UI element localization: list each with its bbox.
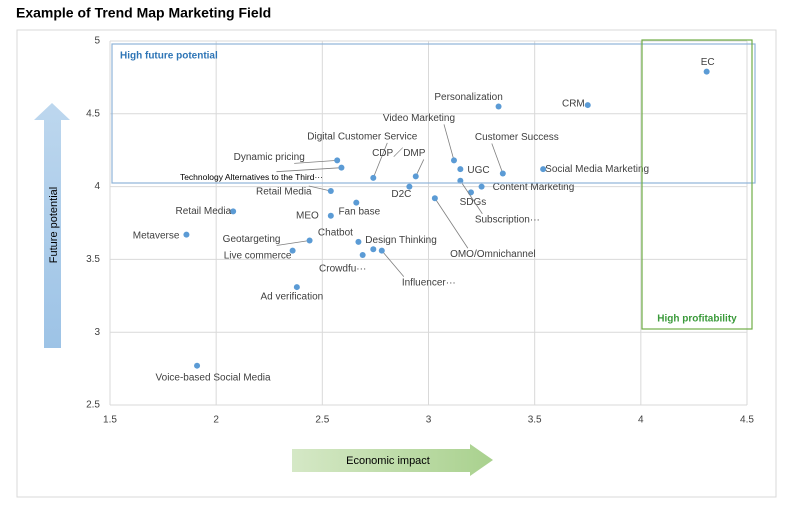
point-label: Influencer··· xyxy=(402,277,456,288)
point xyxy=(450,157,457,164)
point xyxy=(499,170,506,177)
point xyxy=(355,238,362,245)
point xyxy=(467,189,474,196)
chart-frame xyxy=(16,29,777,498)
leader-line xyxy=(443,124,455,161)
point-label: Fan base xyxy=(338,206,380,217)
point-label: Design Thinking xyxy=(365,235,437,246)
leader-line xyxy=(276,240,310,246)
point-label: Digital Customer Service xyxy=(307,132,417,143)
point xyxy=(289,247,296,254)
point-label: Geotargeting xyxy=(223,234,281,245)
point-label: SDGs xyxy=(460,197,487,208)
point-label: Ad verification xyxy=(260,292,323,303)
y-tick-label: 4 xyxy=(94,181,100,192)
point xyxy=(230,208,237,215)
point-label: Video Marketing xyxy=(383,113,455,124)
y-axis-label: Future potential xyxy=(48,187,60,263)
point-label: Retail Media xyxy=(176,206,232,217)
point-label: Personalization xyxy=(434,92,502,103)
point-label: UGC xyxy=(467,165,489,176)
leader-line xyxy=(434,198,469,249)
point-label: Content Marketing xyxy=(493,182,575,193)
leader-line xyxy=(460,180,483,214)
point xyxy=(370,174,377,181)
point xyxy=(293,284,300,291)
point xyxy=(431,195,438,202)
x-tick-label: 4 xyxy=(638,415,644,426)
leader-line xyxy=(415,159,425,177)
point xyxy=(306,237,313,244)
leader-line xyxy=(308,185,331,192)
point-label: CDP／DMP xyxy=(372,147,426,159)
leader-line xyxy=(381,250,405,277)
point-label: EC xyxy=(701,57,715,68)
point xyxy=(584,102,591,109)
point xyxy=(495,103,502,110)
x-tick-label: 1.5 xyxy=(103,415,117,426)
leader-line xyxy=(276,167,342,173)
point-label: Live commerce xyxy=(224,250,292,261)
point-label: Chatbot xyxy=(318,228,353,239)
point-label: Dynamic pricing xyxy=(234,152,305,163)
y-tick-label: 5 xyxy=(94,36,100,47)
point xyxy=(353,199,360,206)
point xyxy=(327,212,334,219)
point-label: Technology Alternatives to the Third··· xyxy=(180,172,323,182)
point xyxy=(540,166,547,173)
point xyxy=(334,157,341,164)
point xyxy=(478,183,485,190)
x-tick-label: 3.5 xyxy=(528,415,542,426)
y-tick-label: 2.5 xyxy=(86,400,100,411)
point xyxy=(183,231,190,238)
y-tick-label: 4.5 xyxy=(86,108,100,119)
chart-title: Example of Trend Map Marketing Field xyxy=(16,5,271,21)
point-label: D2C xyxy=(391,189,411,200)
point xyxy=(194,362,201,369)
point xyxy=(412,173,419,180)
point xyxy=(703,68,710,75)
y-arrow xyxy=(34,103,70,348)
point-label: Social Media Marketing xyxy=(545,164,649,175)
leader-line xyxy=(491,143,504,174)
point-label: Subscription··· xyxy=(475,214,540,225)
point-label: OMO/Omnichannel xyxy=(450,249,536,260)
leader-line xyxy=(294,159,338,164)
point xyxy=(327,187,334,194)
point xyxy=(378,247,385,254)
point-label: Retail Media xyxy=(256,187,312,198)
x-arrow xyxy=(292,444,493,476)
point-label: Voice-based Social Media xyxy=(156,372,272,383)
x-tick-label: 2.5 xyxy=(315,415,329,426)
leader-line xyxy=(372,142,388,179)
zone-label: High profitability xyxy=(657,314,737,325)
zone-label: High future potential xyxy=(120,51,218,62)
point xyxy=(457,166,464,173)
zone-box xyxy=(641,39,753,330)
point xyxy=(338,164,345,171)
point xyxy=(406,183,413,190)
point-label: CRM xyxy=(562,99,585,110)
point xyxy=(457,177,464,184)
point-label: MEO xyxy=(296,210,319,221)
x-tick-label: 3 xyxy=(426,415,432,426)
x-tick-label: 4.5 xyxy=(740,415,754,426)
zone-box xyxy=(111,43,756,184)
x-tick-label: 2 xyxy=(213,415,219,426)
point-label: Metaverse xyxy=(133,230,180,241)
plot-area: 2.5 3 3.5 4 4.5 5 1.5 2 2.5 3 3.5 4 4.5 EC CRM Personal… xyxy=(86,36,754,426)
point-label: Customer Success xyxy=(475,132,559,143)
x-axis-label: Economic impact xyxy=(346,455,430,467)
point xyxy=(370,246,377,253)
point-label: Crowdfu··· xyxy=(319,264,366,275)
y-tick-label: 3 xyxy=(94,327,100,338)
point xyxy=(359,252,366,259)
y-tick-label: 3.5 xyxy=(86,254,100,265)
